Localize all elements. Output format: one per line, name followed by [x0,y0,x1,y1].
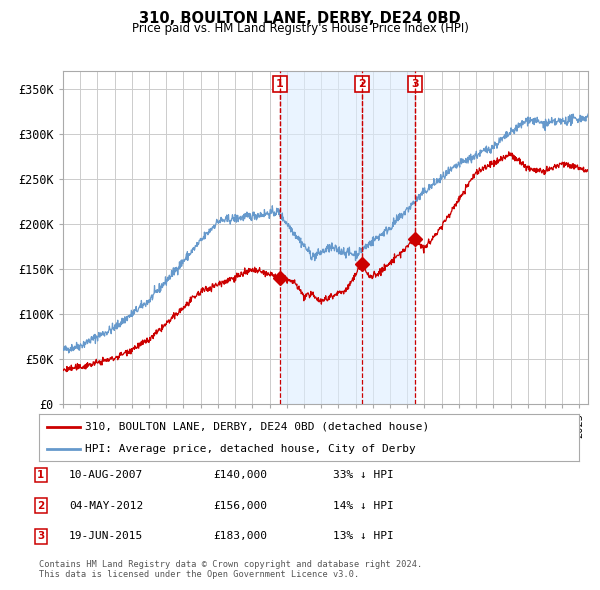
Text: 3: 3 [37,532,44,541]
Text: HPI: Average price, detached house, City of Derby: HPI: Average price, detached house, City… [85,444,416,454]
Text: 10-AUG-2007: 10-AUG-2007 [69,470,143,480]
Text: 04-MAY-2012: 04-MAY-2012 [69,501,143,510]
Text: 33% ↓ HPI: 33% ↓ HPI [333,470,394,480]
Text: Contains HM Land Registry data © Crown copyright and database right 2024.
This d: Contains HM Land Registry data © Crown c… [39,560,422,579]
Text: 310, BOULTON LANE, DERBY, DE24 0BD: 310, BOULTON LANE, DERBY, DE24 0BD [139,11,461,25]
Text: £183,000: £183,000 [213,532,267,541]
Text: 13% ↓ HPI: 13% ↓ HPI [333,532,394,541]
Bar [280,71,415,404]
Text: £156,000: £156,000 [213,501,267,510]
Text: 14% ↓ HPI: 14% ↓ HPI [333,501,394,510]
Text: 2: 2 [37,501,44,510]
Text: 2: 2 [358,79,365,89]
Text: Price paid vs. HM Land Registry's House Price Index (HPI): Price paid vs. HM Land Registry's House … [131,22,469,35]
Text: 1: 1 [276,79,284,89]
Text: 1: 1 [37,470,44,480]
Text: 310, BOULTON LANE, DERBY, DE24 0BD (detached house): 310, BOULTON LANE, DERBY, DE24 0BD (deta… [85,422,429,432]
Text: £140,000: £140,000 [213,470,267,480]
Text: 19-JUN-2015: 19-JUN-2015 [69,532,143,541]
Text: 3: 3 [412,79,419,89]
